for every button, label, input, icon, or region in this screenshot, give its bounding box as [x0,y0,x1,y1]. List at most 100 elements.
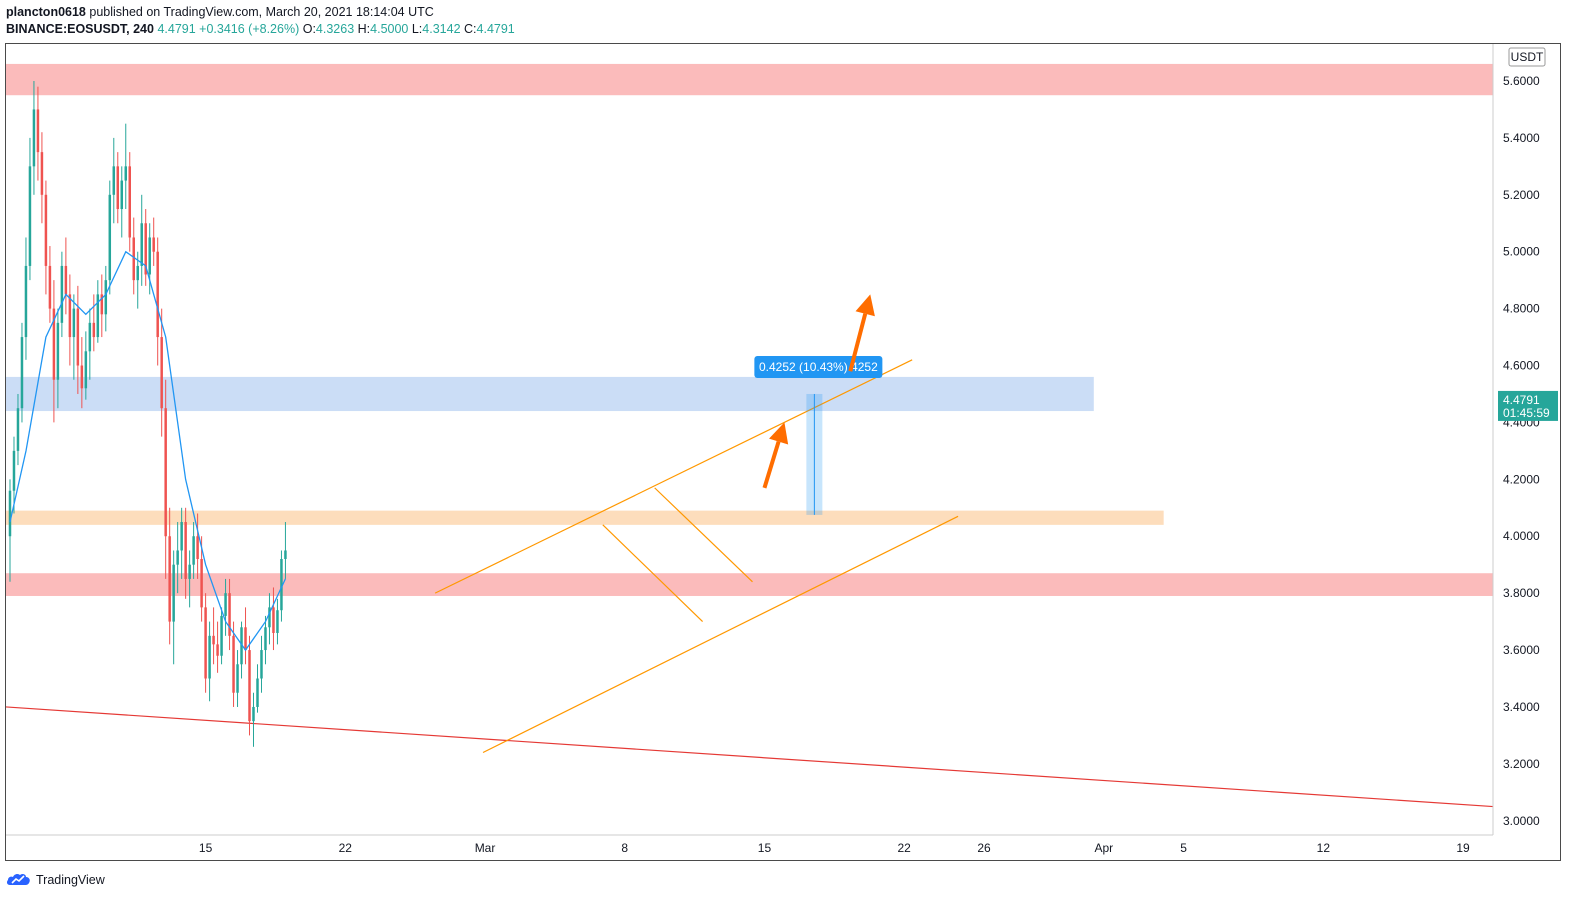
arrow-large-head [855,294,875,317]
measure-label-box [754,355,883,378]
candle-body [144,223,147,275]
x-tick-label: Apr [1094,841,1113,855]
ohlc-legend: BINANCE:EOSUSDT, 240 4.4791 +0.3416 (+8.… [6,22,515,36]
high-label: H: [357,22,371,36]
candle-body [24,265,28,338]
candle-body [260,650,263,679]
arrow-small-shaft [762,440,781,489]
x-tick-label: 26 [977,841,991,855]
tradingview-brand[interactable]: TradingView [36,873,105,887]
candle-body [264,627,267,651]
candle-body [276,610,279,633]
candle-body [168,536,171,622]
chart-canvas[interactable]: 0.4252 (10.43%) 4252 USDT 3.0000 3.2000 3.40… [6,44,1560,860]
candle-body [148,237,151,275]
price-change: +0.3416 (+8.26%) [199,22,300,36]
descending-trendline [6,706,1494,808]
candle-body [220,615,223,656]
measure-label: 0.4252 (10.43%) 4252 [759,360,878,374]
candle-body [200,559,203,608]
publisher-username[interactable]: plancton0618 [6,5,86,19]
current-price-tag [1498,390,1558,421]
candle-body [76,308,80,366]
candle-body [48,265,52,309]
y-tick-label: 3.2000 [1503,757,1540,771]
zone-top-resistance [6,63,1493,96]
publisher-line: plancton0618 published on TradingView.co… [6,5,434,19]
x-tick-label: 19 [1456,841,1470,855]
candle-body [156,251,159,338]
y-tick-label: 5.4000 [1503,131,1540,145]
candle-body [56,322,60,380]
candle-body [64,265,68,295]
price-axis-background [1493,44,1560,860]
candle-body [96,294,100,338]
x-tick-label: 15 [199,841,213,855]
candle-body [152,237,155,252]
candle-body [196,536,199,560]
candle-body [60,265,64,323]
candle-body [272,607,275,633]
candle-body [176,550,179,565]
y-tick-label: 3.4000 [1503,700,1540,714]
y-tick-label: 5.0000 [1503,245,1540,259]
x-tick-label: 15 [758,841,772,855]
candle-body [204,607,207,679]
zone-orange-support [6,510,1164,525]
x-tick-label: 22 [339,841,353,855]
x-tick-label: 8 [621,841,628,855]
candle-body [268,607,271,628]
x-tick-label: 22 [898,841,912,855]
candle-body [284,550,287,560]
close-value: 4.4791 [476,22,515,36]
candle-body [84,351,88,389]
zone-blue-resistance [6,376,1094,412]
y-tick-label: 3.8000 [1503,586,1540,600]
candle-body [20,337,24,409]
time-axis-background [6,835,1560,860]
chart-frame[interactable]: 0.4252 (10.43%) 4252 USDT 3.0000 3.2000 3.40… [5,43,1561,861]
candle-body [212,635,215,645]
candle-body [8,490,12,537]
symbol-label: BINANCE:EOSUSDT, 240 [6,22,154,36]
currency-badge [1508,47,1546,67]
y-tick-label: 3.0000 [1503,814,1540,828]
candle-body [80,365,84,389]
y-tick-label: 5.6000 [1503,74,1540,88]
candle-body [12,450,16,491]
publish-info: published on TradingView.com, March 20, … [85,5,434,19]
candle-body [132,237,135,281]
candle-body [224,593,227,616]
low-value: 4.3142 [422,22,461,36]
current-price-value: 4.4791 [1503,393,1540,407]
channel-upper [434,359,913,594]
flag-upper [654,487,753,583]
y-tick-label: 4.0000 [1503,529,1540,543]
candle-body [172,564,175,622]
candle-body [36,109,40,153]
open-value: 4.3263 [315,22,355,36]
candle-body [32,109,36,167]
close-label: C: [464,22,477,36]
candle-body [120,180,124,210]
countdown-timer: 01:45:59 [1503,406,1550,420]
candle-body [100,294,104,315]
candle-body [112,166,116,195]
high-value: 4.5000 [370,22,409,36]
candle-body [136,265,139,281]
candle-body [88,322,92,352]
candle-body [244,627,247,651]
arrow-small-head [769,422,789,445]
candle-body [160,337,163,409]
candle-body [216,644,219,656]
arrow-large-shaft [848,313,868,372]
candle-body [140,223,143,266]
candle-body [116,166,120,210]
x-tick-label: Mar [475,841,496,855]
candle-body [124,166,128,181]
y-tick-label: 4.2000 [1503,472,1540,486]
candle-body [192,536,195,565]
low-label: L: [411,22,423,36]
candle-body [92,322,96,338]
open-label: O: [302,22,316,36]
